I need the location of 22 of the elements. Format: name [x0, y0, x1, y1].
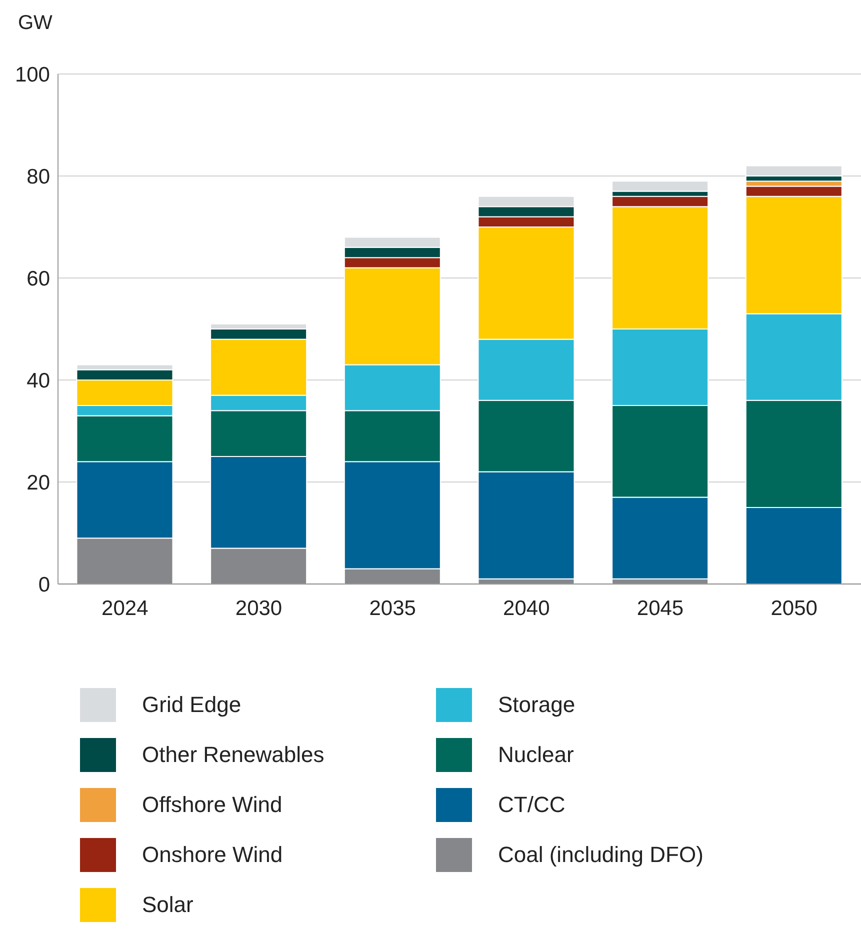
legend-label: CT/CC	[498, 792, 566, 818]
x-tick-label: 2030	[235, 596, 282, 620]
legend-label: Grid Edge	[142, 692, 242, 718]
y-tick-label: 0	[38, 573, 50, 596]
x-tick-label: 2040	[503, 596, 550, 620]
legend-label: Storage	[498, 692, 576, 718]
x-tick-label: 2045	[636, 596, 684, 620]
legend-label: Nuclear	[498, 742, 574, 768]
x-tick-label: 2035	[369, 596, 416, 620]
legend-label: Solar	[142, 892, 194, 918]
y-tick-label: 80	[26, 165, 50, 188]
legend-label: Onshore Wind	[142, 842, 283, 868]
x-tick-label: 2050	[770, 596, 818, 620]
y-tick-label: 100	[14, 63, 50, 86]
legend-label: Other Renewables	[142, 742, 324, 768]
x-tick-label: 2024	[102, 596, 149, 620]
y-tick-label: 20	[26, 471, 50, 494]
y-tick-label: 40	[26, 369, 50, 392]
y-axis-title: GW	[18, 12, 52, 35]
legend-label: Offshore Wind	[142, 792, 282, 818]
y-tick-label: 60	[26, 267, 50, 290]
legend-label: Coal (including DFO)	[498, 842, 704, 868]
